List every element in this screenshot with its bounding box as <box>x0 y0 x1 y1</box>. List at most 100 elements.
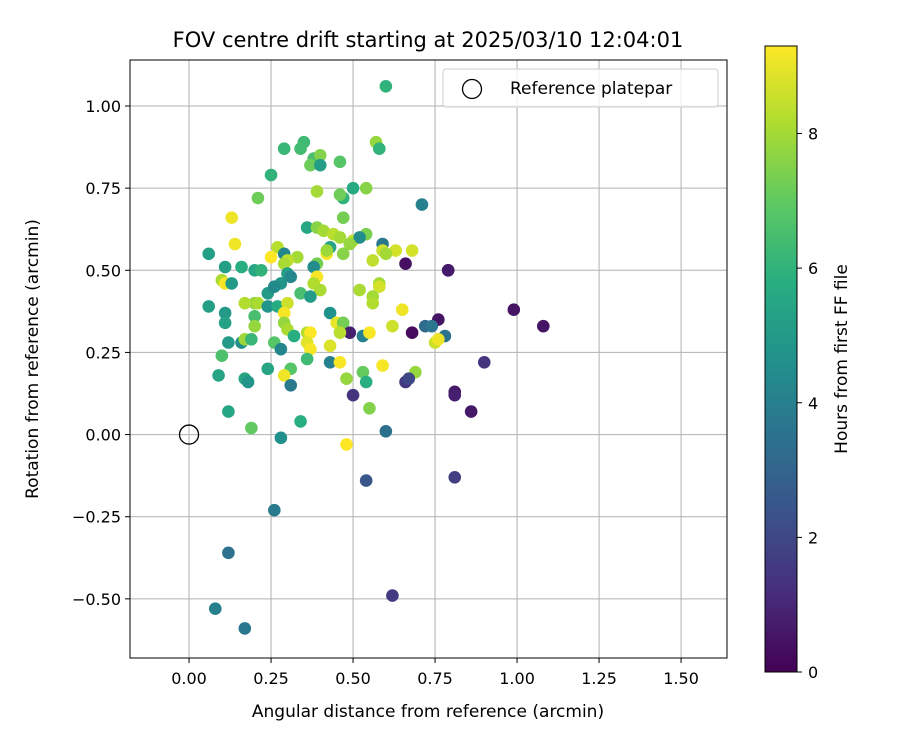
data-point <box>441 263 455 277</box>
data-point <box>261 362 275 376</box>
colorbar-tick-label: 6 <box>808 259 818 278</box>
data-point <box>235 260 248 274</box>
data-point <box>294 286 307 300</box>
data-point <box>379 79 393 93</box>
data-point <box>268 280 281 294</box>
legend-reference-marker <box>461 78 483 100</box>
data-point <box>333 326 347 340</box>
data-point <box>366 254 380 267</box>
data-point <box>372 142 386 156</box>
plot-frame <box>129 59 728 659</box>
data-point <box>215 349 229 363</box>
data-point <box>268 503 281 517</box>
data-point <box>294 142 307 156</box>
data-point <box>336 247 350 261</box>
y-tick-label: 0.75 <box>85 179 121 198</box>
data-point <box>241 375 255 389</box>
data-point <box>363 326 376 340</box>
y-tick-label: −0.50 <box>72 590 121 609</box>
data-point <box>218 316 232 330</box>
data-point <box>477 355 491 369</box>
data-point <box>353 283 366 297</box>
data-point <box>238 296 252 310</box>
data-point <box>284 270 298 284</box>
data-point <box>333 231 347 244</box>
data-point <box>202 300 216 313</box>
y-tick-label: −0.25 <box>72 508 121 527</box>
data-point <box>379 424 393 438</box>
data-point <box>336 211 350 225</box>
data-point <box>376 359 389 372</box>
data-point <box>218 260 232 274</box>
data-point <box>323 355 337 369</box>
data-point <box>225 277 238 290</box>
data-point <box>261 300 275 313</box>
data-point <box>208 602 222 616</box>
data-point <box>415 198 429 211</box>
x-tick-label: 1.25 <box>581 669 617 688</box>
y-tick-label: 0.50 <box>85 261 121 280</box>
data-point <box>353 231 366 244</box>
data-point <box>202 247 216 261</box>
y-tick-label: 0.25 <box>85 343 121 362</box>
data-point <box>336 316 350 330</box>
x-axis-label: Angular distance from reference (arcmin) <box>252 702 604 722</box>
data-point <box>218 306 232 320</box>
y-tick-label: 0.00 <box>85 426 121 445</box>
data-point <box>248 309 261 323</box>
data-point <box>340 372 353 386</box>
data-point <box>448 388 462 402</box>
data-point <box>300 352 314 366</box>
data-point <box>366 296 380 310</box>
data-point <box>245 421 258 435</box>
data-point <box>389 244 402 257</box>
data-point <box>333 188 347 202</box>
data-point <box>238 622 252 635</box>
data-point <box>251 296 265 310</box>
data-point <box>245 332 258 346</box>
data-point <box>432 332 445 346</box>
data-point <box>402 372 416 386</box>
data-point <box>284 378 298 392</box>
data-point <box>281 296 294 310</box>
data-point <box>333 155 347 169</box>
colorbar-tick-label: 0 <box>808 663 818 682</box>
data-point <box>248 319 261 333</box>
data-point <box>395 303 409 317</box>
data-point <box>277 369 291 382</box>
data-point <box>363 401 376 415</box>
data-point <box>448 470 462 484</box>
data-point <box>222 546 235 560</box>
data-point <box>264 168 278 182</box>
x-tick-label: 1.50 <box>663 669 699 688</box>
data-point <box>346 181 360 195</box>
data-point <box>313 148 327 162</box>
chart-title: FOV centre drift starting at 2025/03/10 … <box>173 28 684 52</box>
colorbar-label: Hours from first FF file <box>832 264 852 454</box>
data-point <box>313 158 327 172</box>
x-tick-label: 0.50 <box>335 669 371 688</box>
data-point <box>405 244 419 257</box>
data-point <box>399 257 412 271</box>
x-tick-label: 0.00 <box>171 669 207 688</box>
data-point <box>359 375 373 389</box>
data-point <box>222 405 235 418</box>
data-point <box>290 250 304 264</box>
data-point <box>310 185 324 198</box>
data-points <box>202 79 550 635</box>
data-point <box>333 355 347 369</box>
data-point <box>323 339 337 353</box>
data-point <box>313 283 327 297</box>
data-point <box>464 405 478 418</box>
y-tick-label: 1.00 <box>85 97 121 116</box>
data-point <box>386 589 399 602</box>
data-point <box>277 306 291 320</box>
data-point <box>507 303 521 317</box>
data-point <box>405 326 419 340</box>
data-point <box>307 260 320 274</box>
data-point <box>372 280 386 294</box>
data-point <box>277 142 291 156</box>
data-point <box>304 290 317 303</box>
data-point <box>425 319 439 333</box>
